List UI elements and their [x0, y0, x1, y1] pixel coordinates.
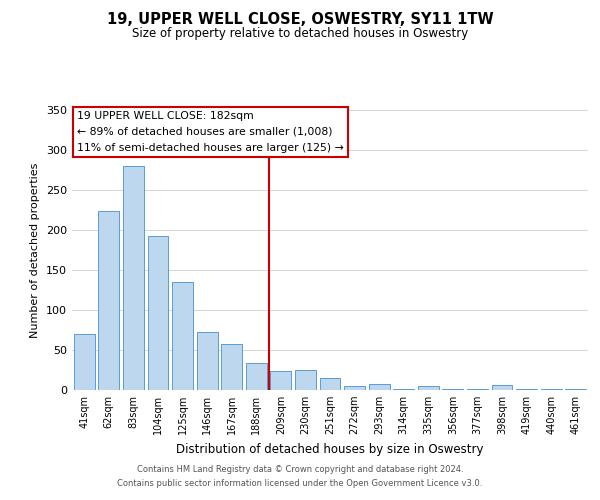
Bar [74, 334, 95, 390]
Bar [148, 236, 169, 390]
Bar [197, 332, 218, 390]
Bar [393, 389, 414, 390]
Bar [467, 389, 488, 390]
Bar [320, 378, 340, 390]
Bar [295, 370, 316, 390]
Text: Size of property relative to detached houses in Oswestry: Size of property relative to detached ho… [132, 28, 468, 40]
Bar [541, 389, 562, 390]
Y-axis label: Number of detached properties: Number of detached properties [31, 162, 40, 338]
Bar [98, 211, 119, 390]
Bar [123, 166, 144, 390]
Bar [271, 371, 292, 390]
Bar [221, 344, 242, 390]
Bar [565, 389, 586, 390]
X-axis label: Distribution of detached houses by size in Oswestry: Distribution of detached houses by size … [176, 442, 484, 456]
Bar [418, 386, 439, 390]
Text: 19 UPPER WELL CLOSE: 182sqm
← 89% of detached houses are smaller (1,008)
11% of : 19 UPPER WELL CLOSE: 182sqm ← 89% of det… [77, 112, 344, 152]
Text: 19, UPPER WELL CLOSE, OSWESTRY, SY11 1TW: 19, UPPER WELL CLOSE, OSWESTRY, SY11 1TW [107, 12, 493, 28]
Bar [172, 282, 193, 390]
Bar [368, 384, 389, 390]
Bar [344, 386, 365, 390]
Bar [516, 389, 537, 390]
Bar [442, 389, 463, 390]
Bar [246, 363, 267, 390]
Bar [491, 385, 512, 390]
Text: Contains HM Land Registry data © Crown copyright and database right 2024.
Contai: Contains HM Land Registry data © Crown c… [118, 466, 482, 487]
